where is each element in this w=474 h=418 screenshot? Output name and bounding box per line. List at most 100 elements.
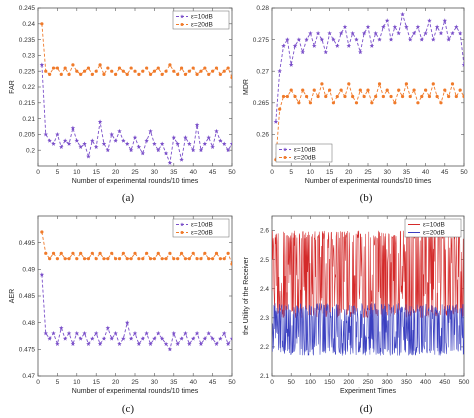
data-point [48, 257, 52, 261]
data-point [404, 82, 408, 86]
data-point [297, 101, 301, 105]
data-point [114, 72, 118, 76]
data-point [339, 88, 343, 92]
data-point [229, 336, 232, 341]
data-point [400, 94, 405, 99]
data-point [366, 88, 370, 92]
x-tick-label: 10 [307, 169, 315, 176]
data-point [179, 251, 184, 255]
data-point [210, 336, 215, 341]
data-point [304, 94, 309, 99]
data-point [121, 138, 126, 143]
data-point [90, 138, 95, 143]
data-point [187, 141, 192, 146]
x-tick-label: 50 [228, 169, 236, 176]
x-tick-label: 30 [151, 169, 159, 176]
data-point [229, 141, 232, 146]
data-point [59, 72, 63, 76]
data-point [183, 135, 188, 140]
data-point [281, 43, 286, 48]
y-tick-label: 0.225 [19, 68, 36, 75]
data-point [435, 94, 439, 99]
data-point [133, 69, 137, 73]
data-point [373, 30, 378, 36]
data-point [214, 341, 219, 346]
x-tick-label: 10 [73, 169, 81, 176]
data-layer [39, 230, 232, 352]
data-point [397, 88, 401, 92]
data-point [82, 69, 87, 73]
data-point [136, 341, 142, 346]
data-point [63, 66, 67, 70]
data-point [137, 72, 141, 76]
data-point [351, 94, 355, 99]
legend-entry: ε=20dB [176, 22, 213, 29]
data-point [75, 257, 79, 261]
series-line [275, 14, 464, 122]
data-point [145, 66, 149, 70]
y-axis-label: the Utility of the Receiver [243, 256, 250, 334]
data-point [82, 330, 87, 336]
data-point [79, 251, 83, 255]
data-point [39, 272, 45, 277]
legend-label: ε=10dB [191, 222, 213, 229]
data-point [90, 336, 95, 341]
data-point [230, 262, 232, 266]
x-tick-label: 0 [270, 379, 274, 386]
data-point [117, 128, 122, 134]
data-point [117, 257, 122, 261]
data-point [374, 94, 378, 99]
data-point [51, 251, 56, 255]
series-20db [272, 303, 464, 356]
data-layer [272, 230, 464, 356]
data-point [408, 94, 412, 99]
data-point [369, 43, 375, 48]
legend-label: ε=20dB [423, 230, 445, 237]
data-point [86, 341, 91, 346]
data-point [71, 63, 75, 67]
data-point [438, 30, 444, 36]
data-point [152, 336, 157, 341]
data-point [171, 330, 177, 336]
x-tick-label: 30 [384, 169, 392, 176]
data-point [320, 82, 324, 86]
data-point [113, 330, 118, 336]
data-point [328, 88, 332, 92]
data-point [79, 72, 83, 76]
data-point [82, 257, 87, 261]
x-tick-label: 20 [345, 169, 353, 176]
y-tick-label: 2.3 [260, 315, 269, 322]
data-point [113, 138, 118, 143]
x-tick-label: 400 [420, 379, 431, 386]
y-tick-label: 0.485 [19, 293, 36, 300]
data-point [222, 69, 226, 73]
y-tick-label: 2.2 [260, 344, 269, 351]
series-line [41, 274, 232, 351]
x-tick-label: 500 [459, 379, 470, 386]
data-point [97, 119, 103, 124]
data-point [78, 144, 83, 149]
data-point [427, 94, 432, 99]
data-point [141, 69, 145, 73]
data-point [361, 30, 367, 36]
data-point [78, 336, 83, 341]
x-ticks: 0 5 10 15 20 25 30 35 40 45 50 [36, 8, 236, 176]
data-point [51, 141, 56, 146]
data-point [109, 336, 114, 341]
data-point [109, 132, 114, 137]
data-point [164, 69, 168, 73]
data-point [51, 330, 56, 336]
data-point [94, 257, 98, 261]
data-point [427, 18, 432, 23]
data-point [101, 141, 107, 146]
data-point [335, 94, 339, 99]
data-point [48, 72, 52, 76]
x-tick-label: 5 [56, 169, 60, 176]
data-point [462, 94, 464, 99]
x-ticks: 0 5 10 15 20 25 30 35 40 45 50 [270, 8, 468, 176]
data-point [86, 154, 91, 159]
data-point [312, 88, 316, 92]
data-point [222, 257, 226, 261]
data-point [47, 336, 52, 341]
